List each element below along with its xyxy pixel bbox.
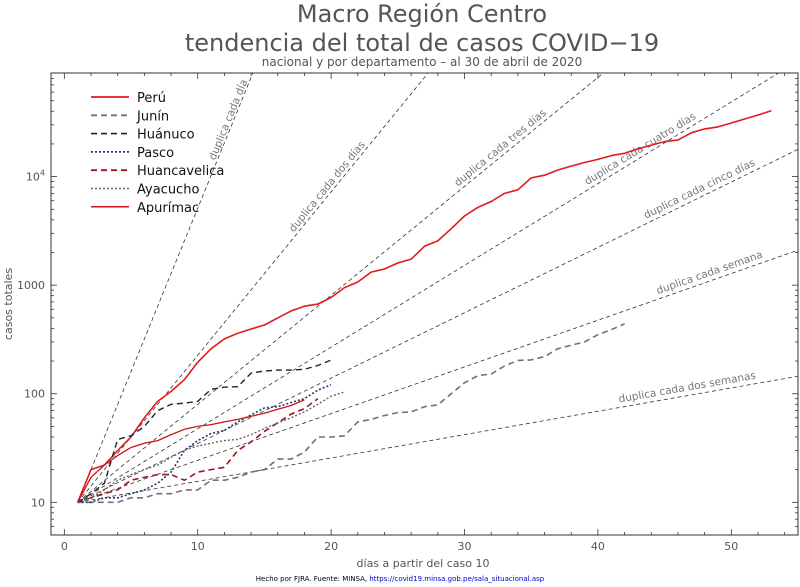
y-tick-label: 1000 xyxy=(17,279,45,292)
series-line xyxy=(77,399,305,503)
y-axis: 10 100 1000 104 xyxy=(17,72,798,536)
legend: Perú Junín Huánuco Pasco Huancavelica Ayacuch… xyxy=(91,91,224,216)
chart-title-line2: tendencia del total de casos COVID−19 xyxy=(185,29,659,57)
reference-line xyxy=(77,249,798,503)
reference-line xyxy=(77,73,254,503)
legend-label: Apurímac xyxy=(137,201,199,216)
chart-subtitle: nacional y por departamento – al 30 de a… xyxy=(262,55,582,69)
y-axis-label: casos totales xyxy=(2,268,15,340)
x-axis: 0 10 20 30 40 50 xyxy=(61,73,786,553)
reference-line xyxy=(77,148,798,503)
x-tick-label: 30 xyxy=(458,540,472,553)
credit-text: Hecho por FJRA. Fuente: MINSA, xyxy=(255,575,370,583)
x-tick-label: 10 xyxy=(191,540,205,553)
chart-title: Macro Región Centro xyxy=(297,0,547,28)
reference-line xyxy=(77,73,780,503)
reference-line-label: duplica cada cuatro días xyxy=(583,110,699,187)
reference-line-label: duplica cada día xyxy=(207,78,251,162)
series-line xyxy=(77,391,345,503)
x-tick-label: 0 xyxy=(61,540,68,553)
legend-label: Huánuco xyxy=(137,128,195,143)
reference-line xyxy=(77,73,604,503)
reference-line-label: duplica cada cinco días xyxy=(642,157,757,222)
y-tick-label: 100 xyxy=(24,388,45,401)
series-line xyxy=(76,109,772,503)
series-line xyxy=(77,398,319,504)
x-tick-label: 20 xyxy=(324,540,338,553)
y-tick-label: 104 xyxy=(26,169,45,184)
reference-line-label: duplica cada semana xyxy=(655,249,764,297)
x-tick-label: 50 xyxy=(724,540,738,553)
legend-label: Junín xyxy=(136,109,169,124)
source-link[interactable]: https://covid19.minsa.gob.pe/sala_situac… xyxy=(369,575,545,583)
legend-label: Perú xyxy=(137,91,166,106)
x-axis-label: días a partir del caso 10 xyxy=(357,557,490,570)
reference-line xyxy=(77,375,798,503)
series-line xyxy=(77,359,332,503)
plot-frame xyxy=(50,72,799,536)
reference-line-label: duplica cada dos semanas xyxy=(618,370,757,406)
reference-line xyxy=(77,73,429,503)
y-tick-label: 10 xyxy=(31,496,45,509)
credit-footer: Hecho por FJRA. Fuente: MINSA, https://c… xyxy=(0,575,800,583)
reference-line-label: duplica cada dos días xyxy=(287,139,368,234)
legend-label: Ayacucho xyxy=(137,183,199,198)
legend-label: Huancavelica xyxy=(137,164,224,179)
reference-lines: duplica cada día duplica cada dos días dup… xyxy=(77,73,798,503)
series-line xyxy=(77,323,625,504)
legend-label: Pasco xyxy=(137,146,174,161)
x-tick-label: 40 xyxy=(591,540,605,553)
series-lines xyxy=(76,109,772,504)
